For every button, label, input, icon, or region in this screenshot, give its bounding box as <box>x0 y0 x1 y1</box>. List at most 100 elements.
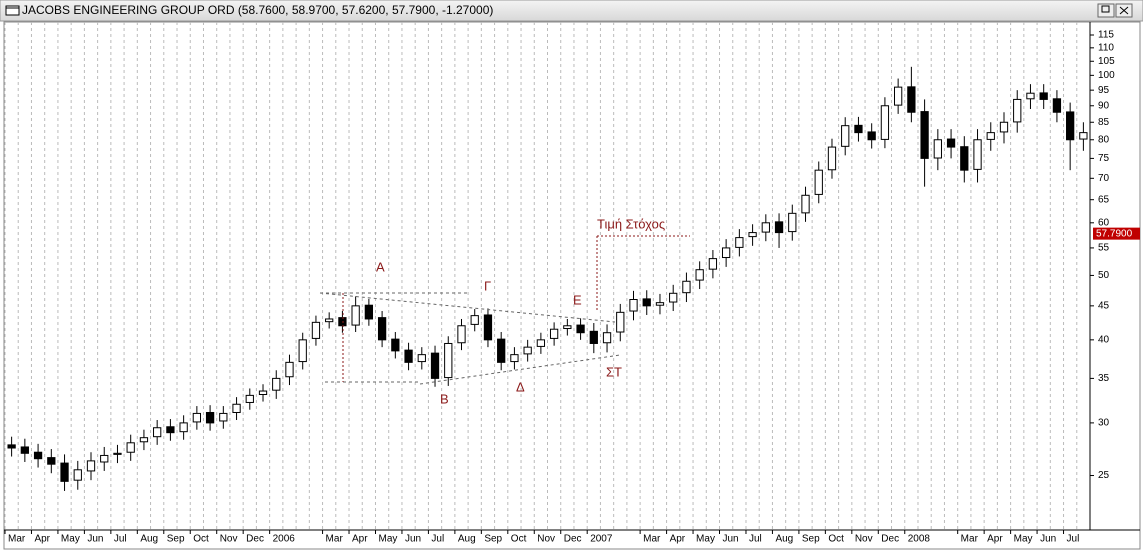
x-tick-label: Apr <box>34 534 50 545</box>
candle-body <box>430 352 440 379</box>
candle-body <box>655 302 665 306</box>
candle-body <box>126 442 135 453</box>
candle-body <box>602 332 612 344</box>
candle-body <box>404 349 413 363</box>
y-tick-label: 25 <box>1098 470 1110 481</box>
x-tick-label: Jun <box>1040 534 1056 545</box>
y-tick-label: 60 <box>1098 217 1110 228</box>
x-tick-label: Mar <box>8 534 26 545</box>
candle-body <box>1052 98 1062 113</box>
candle-body <box>60 462 69 482</box>
annotation: Β <box>440 391 449 406</box>
candle-body <box>232 403 241 413</box>
restore-icon <box>1101 5 1110 13</box>
candle-body <box>629 299 638 312</box>
candle-body <box>774 221 784 234</box>
candle-body <box>113 452 122 455</box>
x-tick-label: Mar <box>326 534 344 545</box>
x-tick-label: Mar <box>643 534 661 545</box>
candle-body <box>219 412 228 422</box>
x-tick-label: Apr <box>670 534 686 545</box>
candle-body <box>973 139 982 170</box>
x-tick-label: Dec <box>564 534 582 545</box>
candle-body <box>589 330 598 344</box>
y-tick-label: 95 <box>1098 85 1110 96</box>
candle-body <box>642 298 651 307</box>
candle-body <box>946 138 956 148</box>
candle-body <box>616 311 625 333</box>
x-tick-label: Sep <box>484 534 502 545</box>
candle-body <box>497 338 506 363</box>
candle-body <box>933 139 942 159</box>
candle-body <box>827 146 837 171</box>
candle-body <box>1079 132 1088 140</box>
candle-body <box>325 318 334 323</box>
x-tick-label: Jul <box>749 534 762 545</box>
candle-body <box>153 427 162 438</box>
candle-body <box>510 354 519 363</box>
candle-body <box>272 377 281 391</box>
y-tick-label: 80 <box>1098 134 1110 145</box>
x-tick-label: Jul <box>1067 534 1080 545</box>
x-tick-label: Aug <box>458 534 476 545</box>
candle-body <box>470 315 479 325</box>
candle-body <box>695 269 704 281</box>
candle-body <box>298 339 307 363</box>
x-tick-label: Mar <box>961 534 979 545</box>
x-tick-label: Oct <box>511 534 527 545</box>
x-tick-label: Apr <box>987 534 1003 545</box>
target-lines <box>342 235 690 382</box>
candle-body <box>880 105 890 140</box>
x-tick-label: May <box>1014 534 1033 545</box>
candle-body <box>708 258 718 270</box>
candle-body <box>391 338 400 352</box>
annotation: Ε <box>573 292 582 307</box>
x-tick-label: Nov <box>855 534 873 545</box>
candle-body <box>364 304 374 320</box>
candle-body <box>179 422 188 433</box>
candle-body <box>33 451 43 460</box>
candle-body <box>801 194 810 214</box>
y-tick-label: 45 <box>1098 300 1110 311</box>
triangle-upper <box>319 292 616 323</box>
candle-body <box>7 444 16 449</box>
x-tick-label: Jun <box>723 534 739 545</box>
x-tick-label: May <box>61 534 80 545</box>
x-tick-label: 2006 <box>273 534 296 545</box>
x-tick-label: Sep <box>802 534 820 545</box>
candle-body <box>960 146 969 171</box>
y-tick-label: 50 <box>1098 270 1110 281</box>
x-tick-label: Nov <box>220 534 238 545</box>
y-tick-label: 70 <box>1098 173 1110 184</box>
candle-body <box>549 328 559 339</box>
x-tick-label: May <box>696 534 715 545</box>
annotation: Α <box>376 259 385 274</box>
x-tick-label: Jul <box>431 534 444 545</box>
x-tick-label: Nov <box>537 534 555 545</box>
annotation: Τιμή Στόχος <box>597 216 665 231</box>
y-tick-label: 115 <box>1098 30 1114 41</box>
x-tick-label: Jun <box>87 534 103 545</box>
candle-body <box>1039 92 1048 100</box>
candle-body <box>444 342 453 379</box>
candle-body <box>761 222 770 233</box>
last-price-tag <box>1093 227 1140 240</box>
x-tick-label: 2008 <box>908 534 931 545</box>
triangle-lower <box>419 354 621 385</box>
x-tick-label: Oct <box>193 534 209 545</box>
candle-body <box>867 131 876 141</box>
candle-body <box>86 460 96 472</box>
annotation: Γ <box>484 278 491 293</box>
candle-body <box>854 124 863 134</box>
candle-body <box>1066 111 1075 141</box>
candle-body <box>483 314 493 341</box>
x-tick-label: Apr <box>352 534 368 545</box>
y-tick-label: 110 <box>1098 42 1114 53</box>
y-tick-label: 75 <box>1098 153 1110 164</box>
chart-title: JACOBS ENGINEERING GROUP ORD (58.7600, 5… <box>22 3 493 17</box>
candle-body <box>920 111 929 159</box>
candle-body <box>351 305 360 326</box>
candle-body <box>669 292 678 303</box>
y-tick-label: 85 <box>1098 117 1110 128</box>
